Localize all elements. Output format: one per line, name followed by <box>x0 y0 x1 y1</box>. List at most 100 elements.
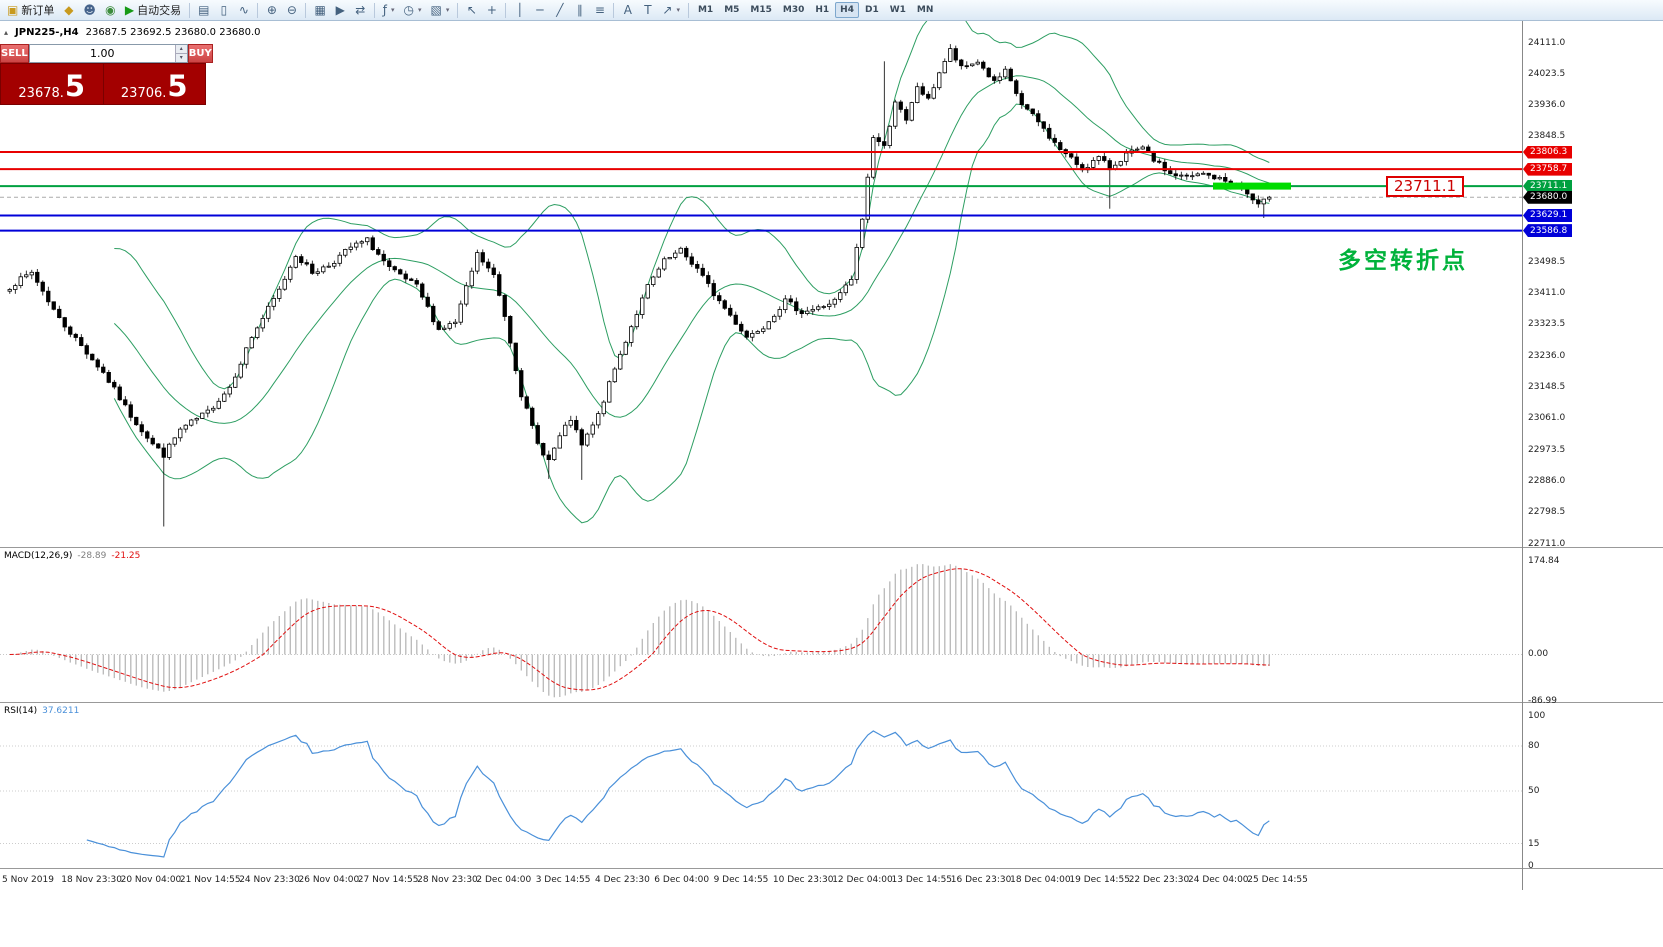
text-icon: A <box>623 3 632 17</box>
tile-windows-button[interactable]: ▦ <box>310 1 329 19</box>
toolbar-separator <box>613 2 615 18</box>
volume-stepper: ▴ ▾ <box>174 45 187 62</box>
timeframe-H1[interactable]: H1 <box>815 5 830 15</box>
time-axis-label: 12 Dec 04:00 <box>832 875 893 885</box>
label-button[interactable]: T <box>638 1 657 19</box>
price-tick: 23148.5 <box>1528 381 1566 392</box>
volume-up-button[interactable]: ▴ <box>175 45 187 53</box>
price-axis[interactable]: 24111.0 24023.5 23936.0 23848.5 23498.5 23411… <box>1523 0 1663 947</box>
timeframe-M1[interactable]: M1 <box>697 5 714 15</box>
price-tick: 22711.0 <box>1528 538 1566 549</box>
panel-splitter[interactable] <box>0 547 1663 548</box>
sell-button[interactable]: SELL <box>0 44 29 63</box>
rsi-panel[interactable] <box>0 703 1522 869</box>
price-axis-divider <box>1522 20 1523 890</box>
timeframe-H4[interactable]: H4 <box>835 2 859 18</box>
candles-button[interactable]: ▯ <box>214 1 233 19</box>
metaeditor-button[interactable]: ◆ <box>59 1 78 19</box>
toolbar-separator <box>505 2 507 18</box>
time-axis[interactable]: 5 Nov 2019 18 Nov 23:30 20 Nov 04:00 21 Nov… <box>0 869 1522 891</box>
buy-price[interactable]: 23706. 5 <box>104 64 206 104</box>
buy-price-big: 5 <box>167 69 188 103</box>
macd-label: MACD(12,26,9) -28.89 -21.25 <box>4 551 140 561</box>
text-button[interactable]: A <box>618 1 637 19</box>
timeframe-M15[interactable]: M15 <box>750 5 772 15</box>
macd-signal-value: -21.25 <box>111 551 141 561</box>
timeframe-M5[interactable]: M5 <box>724 5 740 15</box>
toolbar-separator <box>305 2 307 18</box>
trendline-button[interactable]: ╱ <box>550 1 569 19</box>
price-level-tag: 23629.1 <box>1523 208 1573 222</box>
horizontal-line-button[interactable]: ─ <box>530 1 549 19</box>
time-axis-label: 5 Nov 2019 <box>2 875 54 885</box>
rsi-label: RSI(14) 37.6211 <box>4 706 79 716</box>
fibonacci-button[interactable]: ≡ <box>590 1 609 19</box>
zoom-out-button[interactable]: ⊖ <box>282 1 301 19</box>
timeframe-M30[interactable]: M30 <box>782 5 805 15</box>
market-button[interactable]: ◉ <box>101 1 120 19</box>
time-axis-label: 24 Dec 04:00 <box>1188 875 1249 885</box>
indicators-icon: ƒ <box>382 3 388 17</box>
oneclick-toggle-icon[interactable]: ▴ <box>4 28 9 37</box>
toolbar-separator <box>189 2 191 18</box>
timeframe-W1[interactable]: W1 <box>889 5 906 15</box>
buy-button[interactable]: BUY <box>187 44 213 63</box>
rsi-scale-label: 50 <box>1528 786 1540 796</box>
panel-splitter[interactable] <box>0 868 1663 869</box>
volume-down-button[interactable]: ▾ <box>175 53 187 62</box>
new-order-icon: ▣ <box>7 3 19 17</box>
time-axis-label: 24 Nov 23:30 <box>239 875 300 885</box>
periods-button[interactable]: ◷ ▾ <box>400 1 426 19</box>
templates-button[interactable]: ▧ ▾ <box>427 1 454 19</box>
top-toolbar: ▣ 新订单 ◆ ☻ ◉ ▶ 自动交易 ▤ ▯ ∿ ⊕ ⊖ ▦ ▶ ⇄ ƒ ▾ ◷ ▾ ▧ ▾ ↖ + │ ─ ╱ ∥ ≡ A T ↗ ▾ M1 M… <box>0 0 1663 21</box>
autotrading-label: 自动交易 <box>137 4 182 17</box>
panel-splitter[interactable] <box>0 702 1663 703</box>
chart-shift-icon: ⇄ <box>355 3 366 17</box>
price-tick: 23236.0 <box>1528 350 1566 361</box>
time-axis-label: 21 Nov 14:55 <box>179 875 241 885</box>
auto-scroll-button[interactable]: ▶ <box>331 1 350 19</box>
timeframe-MN[interactable]: MN <box>916 5 934 15</box>
arrows-button[interactable]: ↗ ▾ <box>658 1 684 19</box>
profile-button[interactable]: ☻ <box>79 1 100 19</box>
volume-input[interactable] <box>29 45 175 62</box>
price-callout[interactable]: 23711.1 <box>1386 176 1465 197</box>
time-axis-label: 13 Dec 14:55 <box>891 875 953 885</box>
time-axis-label: 18 Dec 04:00 <box>1010 875 1071 885</box>
turning-point-label[interactable]: 多空转折点 <box>1338 248 1468 274</box>
time-axis-label: 26 Nov 04:00 <box>298 875 360 885</box>
dropdown-caret-icon: ▾ <box>445 6 450 14</box>
chart-ohlc: 23687.5 23692.5 23680.0 23680.0 <box>85 27 261 38</box>
time-axis-label: 19 Dec 14:55 <box>1069 875 1130 885</box>
one-click-trading-panel: SELL ▴ ▾ BUY 23678.5 23706.5 <box>0 44 213 105</box>
bars-button[interactable]: ▤ <box>194 1 213 19</box>
macd-scale-label: 0.00 <box>1528 649 1549 660</box>
tile-windows-icon: ▦ <box>314 3 326 17</box>
time-axis-label: 4 Dec 23:30 <box>595 875 650 885</box>
chart-shift-button[interactable]: ⇄ <box>351 1 370 19</box>
price-tick: 24111.0 <box>1528 37 1566 48</box>
cursor-button[interactable]: ↖ <box>462 1 481 19</box>
periods-icon: ◷ <box>403 3 415 17</box>
indicators-button[interactable]: ƒ ▾ <box>379 1 399 19</box>
new-order-button[interactable]: ▣ 新订单 <box>3 1 58 19</box>
line-chart-button[interactable]: ∿ <box>234 1 253 19</box>
vertical-line-button[interactable]: │ <box>510 1 529 19</box>
macd-scale-label: -86.99 <box>1528 696 1558 706</box>
time-axis-label: 20 Nov 04:00 <box>120 875 182 885</box>
sell-price[interactable]: 23678. 5 <box>1 64 103 104</box>
zoom-out-icon: ⊖ <box>286 3 297 17</box>
templates-icon: ▧ <box>430 3 442 17</box>
timeframe-D1[interactable]: D1 <box>864 5 879 15</box>
price-tick: 23323.5 <box>1528 319 1566 330</box>
macd-panel[interactable] <box>0 548 1522 703</box>
autotrading-button[interactable]: ▶ 自动交易 <box>121 1 185 19</box>
rsi-scale-label: 15 <box>1528 838 1540 849</box>
channel-button[interactable]: ∥ <box>570 1 589 19</box>
toolbar-separator <box>257 2 259 18</box>
zoom-in-button[interactable]: ⊕ <box>262 1 281 19</box>
price-level-tag: 23758.7 <box>1523 162 1573 176</box>
fibonacci-icon: ≡ <box>594 3 605 17</box>
price-chart[interactable] <box>0 20 1522 548</box>
crosshair-button[interactable]: + <box>482 1 501 19</box>
